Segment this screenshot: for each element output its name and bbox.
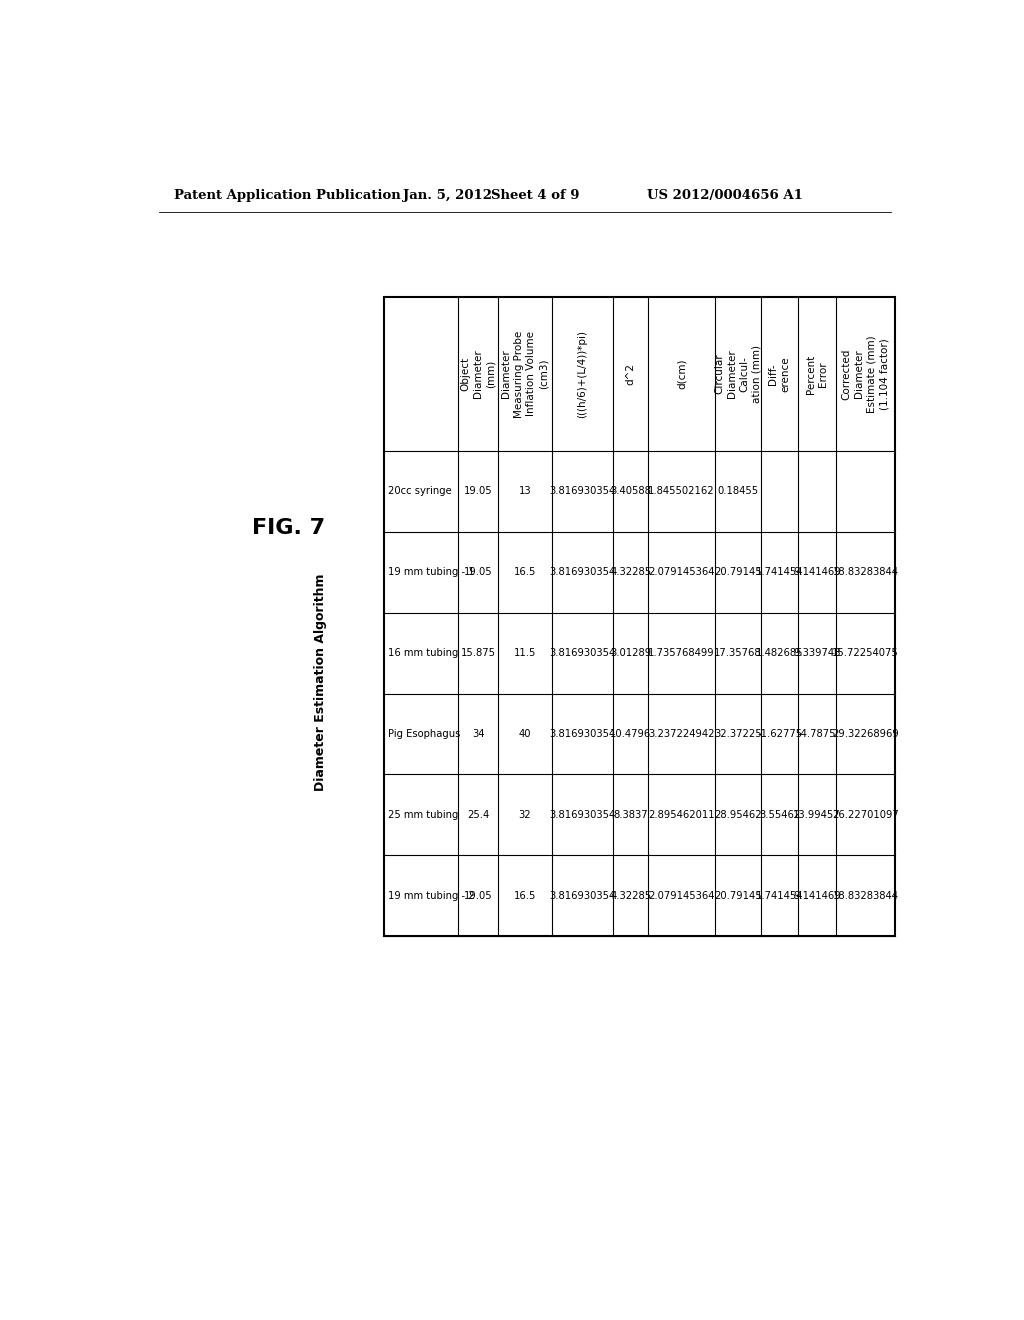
Text: -4.7875: -4.7875 <box>798 729 837 739</box>
Text: 19 mm tubing - 1: 19 mm tubing - 1 <box>388 568 474 577</box>
Text: 2.079145364: 2.079145364 <box>648 891 715 900</box>
Text: 10.4796: 10.4796 <box>610 729 651 739</box>
Text: 3.237224942: 3.237224942 <box>648 729 715 739</box>
Text: -1.62775: -1.62775 <box>757 729 802 739</box>
Text: 3.55462: 3.55462 <box>759 810 800 820</box>
Text: 0.18455: 0.18455 <box>717 487 759 496</box>
Bar <box>384 297 895 936</box>
Text: 1.482685: 1.482685 <box>756 648 804 659</box>
Text: 16.5: 16.5 <box>514 568 536 577</box>
Text: Diameter Estimation Algorithm: Diameter Estimation Algorithm <box>313 573 327 791</box>
Text: 11.5: 11.5 <box>514 648 536 659</box>
Text: 20.79145: 20.79145 <box>714 891 762 900</box>
Text: d^2: d^2 <box>626 363 636 385</box>
Text: 19 mm tubing - 2: 19 mm tubing - 2 <box>388 891 474 900</box>
Text: US 2012/0004656 A1: US 2012/0004656 A1 <box>647 189 803 202</box>
Text: 26.22701097: 26.22701097 <box>833 810 899 820</box>
Text: 15.72254075: 15.72254075 <box>833 648 899 659</box>
Text: 16 mm tubing: 16 mm tubing <box>388 648 458 659</box>
Text: 19.05: 19.05 <box>464 891 493 900</box>
Text: 13.99457: 13.99457 <box>793 810 841 820</box>
Text: 15.875: 15.875 <box>461 648 496 659</box>
Text: Patent Application Publication: Patent Application Publication <box>174 189 401 202</box>
Text: Diff-
erence: Diff- erence <box>768 356 791 392</box>
Text: Pig Esophagus: Pig Esophagus <box>388 729 460 739</box>
Text: 3.816930354: 3.816930354 <box>550 568 615 577</box>
Text: 32: 32 <box>518 810 531 820</box>
Text: Jan. 5, 2012: Jan. 5, 2012 <box>403 189 493 202</box>
Text: 16.5: 16.5 <box>514 891 536 900</box>
Text: 25.4: 25.4 <box>467 810 489 820</box>
Text: d(cm): d(cm) <box>677 359 686 389</box>
Text: 4.32285: 4.32285 <box>610 568 651 577</box>
Text: 19.05: 19.05 <box>464 487 493 496</box>
Text: 2.895462011: 2.895462011 <box>648 810 715 820</box>
Text: 1.741454: 1.741454 <box>756 891 804 900</box>
Text: 20.79145: 20.79145 <box>714 568 762 577</box>
Text: 19.05: 19.05 <box>464 568 493 577</box>
Text: 3.816930354: 3.816930354 <box>550 891 615 900</box>
Text: 3.816930354: 3.816930354 <box>550 810 615 820</box>
Text: 32.37225: 32.37225 <box>714 729 762 739</box>
Text: 40: 40 <box>518 729 531 739</box>
Text: Sheet 4 of 9: Sheet 4 of 9 <box>490 189 580 202</box>
Text: 8.3837: 8.3837 <box>613 810 648 820</box>
Text: 1.845502162: 1.845502162 <box>648 487 715 496</box>
Text: 1.735768499: 1.735768499 <box>648 648 715 659</box>
Text: FIG. 7: FIG. 7 <box>252 517 326 539</box>
Text: 9.339748: 9.339748 <box>794 648 841 659</box>
Text: 2.079145364: 2.079145364 <box>648 568 715 577</box>
Text: 9.141469: 9.141469 <box>793 568 841 577</box>
Text: 18.83283844: 18.83283844 <box>833 891 898 900</box>
Text: Diameter
Measuring Probe
Inflation Volume
(cm3): Diameter Measuring Probe Inflation Volum… <box>502 330 549 417</box>
Text: 20cc syringe: 20cc syringe <box>388 487 452 496</box>
Text: 18.83283844: 18.83283844 <box>833 568 898 577</box>
Text: 25 mm tubing: 25 mm tubing <box>388 810 458 820</box>
Text: 17.35768: 17.35768 <box>714 648 762 659</box>
Text: 28.95462: 28.95462 <box>714 810 762 820</box>
Text: 13: 13 <box>518 487 531 496</box>
Text: 3.816930354: 3.816930354 <box>550 648 615 659</box>
Text: 34: 34 <box>472 729 484 739</box>
Text: 3.816930354: 3.816930354 <box>550 487 615 496</box>
Text: 3.816930354: 3.816930354 <box>550 729 615 739</box>
Text: 9.141469: 9.141469 <box>793 891 841 900</box>
Text: Object
Diameter
(mm): Object Diameter (mm) <box>461 350 496 399</box>
Text: 3.40588: 3.40588 <box>610 487 651 496</box>
Text: Percent
Error: Percent Error <box>806 354 828 393</box>
Text: Circular
Diameter
Calcul-
ation (mm): Circular Diameter Calcul- ation (mm) <box>715 345 762 403</box>
Text: 4.32285: 4.32285 <box>610 891 651 900</box>
Text: 29.32268969: 29.32268969 <box>833 729 899 739</box>
Text: 3.01289: 3.01289 <box>610 648 651 659</box>
Text: Corrected
Diameter
Estimate (mm)
(1.104 factor): Corrected Diameter Estimate (mm) (1.104 … <box>842 335 889 413</box>
Text: 1.741454: 1.741454 <box>756 568 804 577</box>
Text: (((h/6)+(L/4))*pi): (((h/6)+(L/4))*pi) <box>578 330 588 418</box>
